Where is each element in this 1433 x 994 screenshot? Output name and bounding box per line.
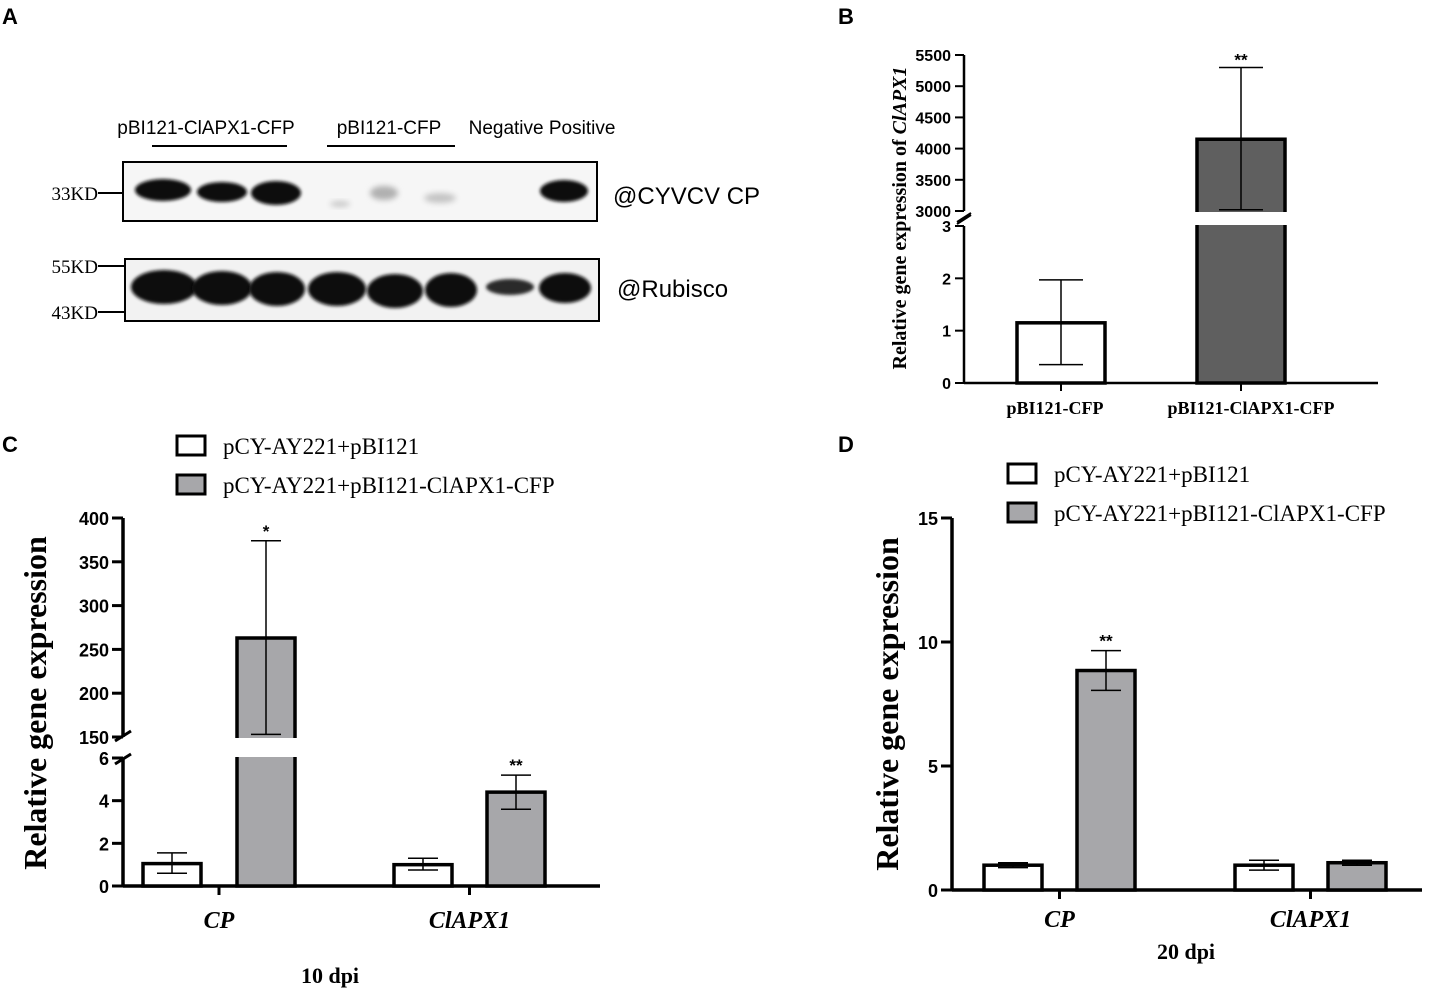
bar bbox=[982, 863, 1044, 892]
significance-marker: ** bbox=[1099, 632, 1113, 651]
y-tick-label: 0 bbox=[99, 877, 109, 897]
blot-bands-cp bbox=[135, 179, 588, 207]
y-tick-label: 150 bbox=[79, 728, 109, 748]
blot-band bbox=[539, 273, 591, 303]
bar bbox=[1075, 668, 1137, 892]
x-axis-label: 10 dpi bbox=[301, 963, 359, 988]
y-tick-label: 15 bbox=[918, 509, 938, 529]
y-tick-label: 2 bbox=[942, 271, 951, 288]
blot-size-marker-label: 33KD bbox=[52, 184, 98, 205]
blot-group-label: pBI121-ClAPX1-CFP bbox=[117, 118, 294, 139]
x-tick-label: CP bbox=[204, 908, 235, 934]
bar bbox=[1326, 860, 1388, 892]
blot-antibody-label-cp: @CYVCV CP bbox=[613, 183, 760, 210]
panel-a: A pBI121-ClAPX1-CFP pBI121-CFP Negative Po… bbox=[2, 4, 760, 324]
blot-band bbox=[135, 179, 191, 201]
x-tick-label: pBI121-CFP bbox=[1006, 398, 1103, 418]
significance-marker: * bbox=[263, 522, 270, 541]
panel-c-letter: C bbox=[2, 432, 18, 457]
y-tick-label: 200 bbox=[79, 684, 109, 704]
blot-size-marker-label: 43KD bbox=[52, 303, 98, 324]
bars: *** bbox=[141, 522, 547, 888]
blot-band bbox=[424, 193, 456, 203]
western-blot-rubisco: @Rubisco 55KD 43KD bbox=[52, 257, 729, 324]
y-tick-label: 0 bbox=[942, 376, 951, 393]
y-tick-label: 250 bbox=[79, 640, 109, 660]
legend-label: pCY-AY221+pBI121-ClAPX1-CFP bbox=[1054, 501, 1386, 526]
legend-swatch bbox=[175, 434, 207, 457]
y-tick-label: 3 bbox=[942, 219, 951, 236]
y-tick-label: 4 bbox=[99, 792, 109, 812]
y-axis-label: Relative gene expression bbox=[869, 537, 905, 871]
blot-band bbox=[197, 182, 247, 202]
legend-label: pCY-AY221+pBI121 bbox=[1054, 462, 1250, 487]
y-tick-label: 3500 bbox=[915, 173, 951, 190]
y-axis-label: Relative gene expression bbox=[17, 536, 53, 870]
x-tick-label: ClAPX1 bbox=[429, 908, 510, 934]
panel-a-letter: A bbox=[2, 4, 18, 29]
x-tick-label: ClAPX1 bbox=[1270, 907, 1351, 933]
blot-band bbox=[540, 180, 588, 202]
blot-band bbox=[308, 272, 366, 306]
y-tick-label: 3000 bbox=[915, 204, 951, 221]
blot-antibody-label-rubisco: @Rubisco bbox=[617, 276, 728, 303]
y-tick-label: 0 bbox=[928, 881, 938, 901]
blot-group-labels: pBI121-ClAPX1-CFP pBI121-CFP Negative Posi… bbox=[117, 118, 616, 147]
bar bbox=[1195, 137, 1287, 385]
legend-label: pCY-AY221+pBI121-ClAPX1-CFP bbox=[223, 473, 555, 498]
y-tick-label: 5000 bbox=[915, 79, 951, 96]
blot-size-marker-label: 55KD bbox=[52, 257, 98, 278]
western-blot-cyvcv-cp: @CYVCV CP 33KD bbox=[52, 161, 760, 222]
panel-d-chart: D 0 5 10 15 Relative gene expression 20 dpi pC… bbox=[838, 432, 1422, 964]
y-tick-label: 5500 bbox=[915, 48, 951, 65]
blot-band bbox=[486, 279, 534, 295]
blot-bands-rubisco bbox=[131, 270, 591, 308]
axis-break-mark bbox=[956, 212, 972, 223]
blot-band bbox=[330, 201, 350, 207]
blot-size-markers-rubisco: 55KD 43KD bbox=[52, 257, 126, 324]
blot-group-label: Negative Positive bbox=[469, 118, 616, 139]
legend-swatch bbox=[1006, 501, 1038, 524]
y-tick-label: 4000 bbox=[915, 142, 951, 159]
legend-swatch bbox=[175, 473, 207, 496]
blot-band bbox=[249, 272, 305, 306]
y-axis-label-text: Relative gene expression of bbox=[889, 134, 911, 369]
y-tick-label: 300 bbox=[79, 597, 109, 617]
y-tick-label: 1 bbox=[942, 324, 951, 341]
x-tick-label: pBI121-ClAPX1-CFP bbox=[1168, 398, 1335, 418]
blot-band bbox=[131, 270, 197, 304]
y-tick-label: 350 bbox=[79, 553, 109, 573]
blot-band bbox=[192, 271, 252, 305]
significance-marker: ** bbox=[509, 756, 523, 775]
y-axis-label: Relative gene expression of ClAPX1 bbox=[889, 67, 911, 370]
blot-size-markers-cp: 33KD bbox=[52, 184, 124, 205]
blot-band bbox=[370, 186, 398, 200]
y-tick-label: 400 bbox=[79, 509, 109, 529]
blot-band bbox=[425, 273, 477, 307]
bars: ** bbox=[1015, 50, 1289, 385]
axis-break-gap bbox=[233, 738, 299, 757]
y-tick-label: 6 bbox=[99, 749, 109, 769]
panel-b-letter: B bbox=[838, 4, 854, 29]
x-tick-label: CP bbox=[1044, 907, 1075, 933]
legend-label: pCY-AY221+pBI121 bbox=[223, 434, 419, 459]
y-tick-label: 5 bbox=[928, 757, 938, 777]
axis-break-mark bbox=[956, 214, 972, 225]
blot-band bbox=[251, 181, 301, 205]
blot-band bbox=[367, 274, 423, 308]
y-tick-label: 10 bbox=[918, 633, 938, 653]
legend-swatch bbox=[1006, 462, 1038, 485]
y-axis-label-gene: ClAPX1 bbox=[889, 67, 911, 135]
y-tick-label: 2 bbox=[99, 834, 109, 854]
y-tick-label: 4500 bbox=[915, 110, 951, 127]
blot-group-label: pBI121-CFP bbox=[337, 118, 442, 139]
bars: ** bbox=[982, 632, 1388, 892]
panel-d-letter: D bbox=[838, 432, 854, 457]
x-axis-label: 20 dpi bbox=[1157, 939, 1215, 964]
axis-break-gap bbox=[1193, 212, 1289, 225]
significance-marker: ** bbox=[1234, 50, 1248, 69]
